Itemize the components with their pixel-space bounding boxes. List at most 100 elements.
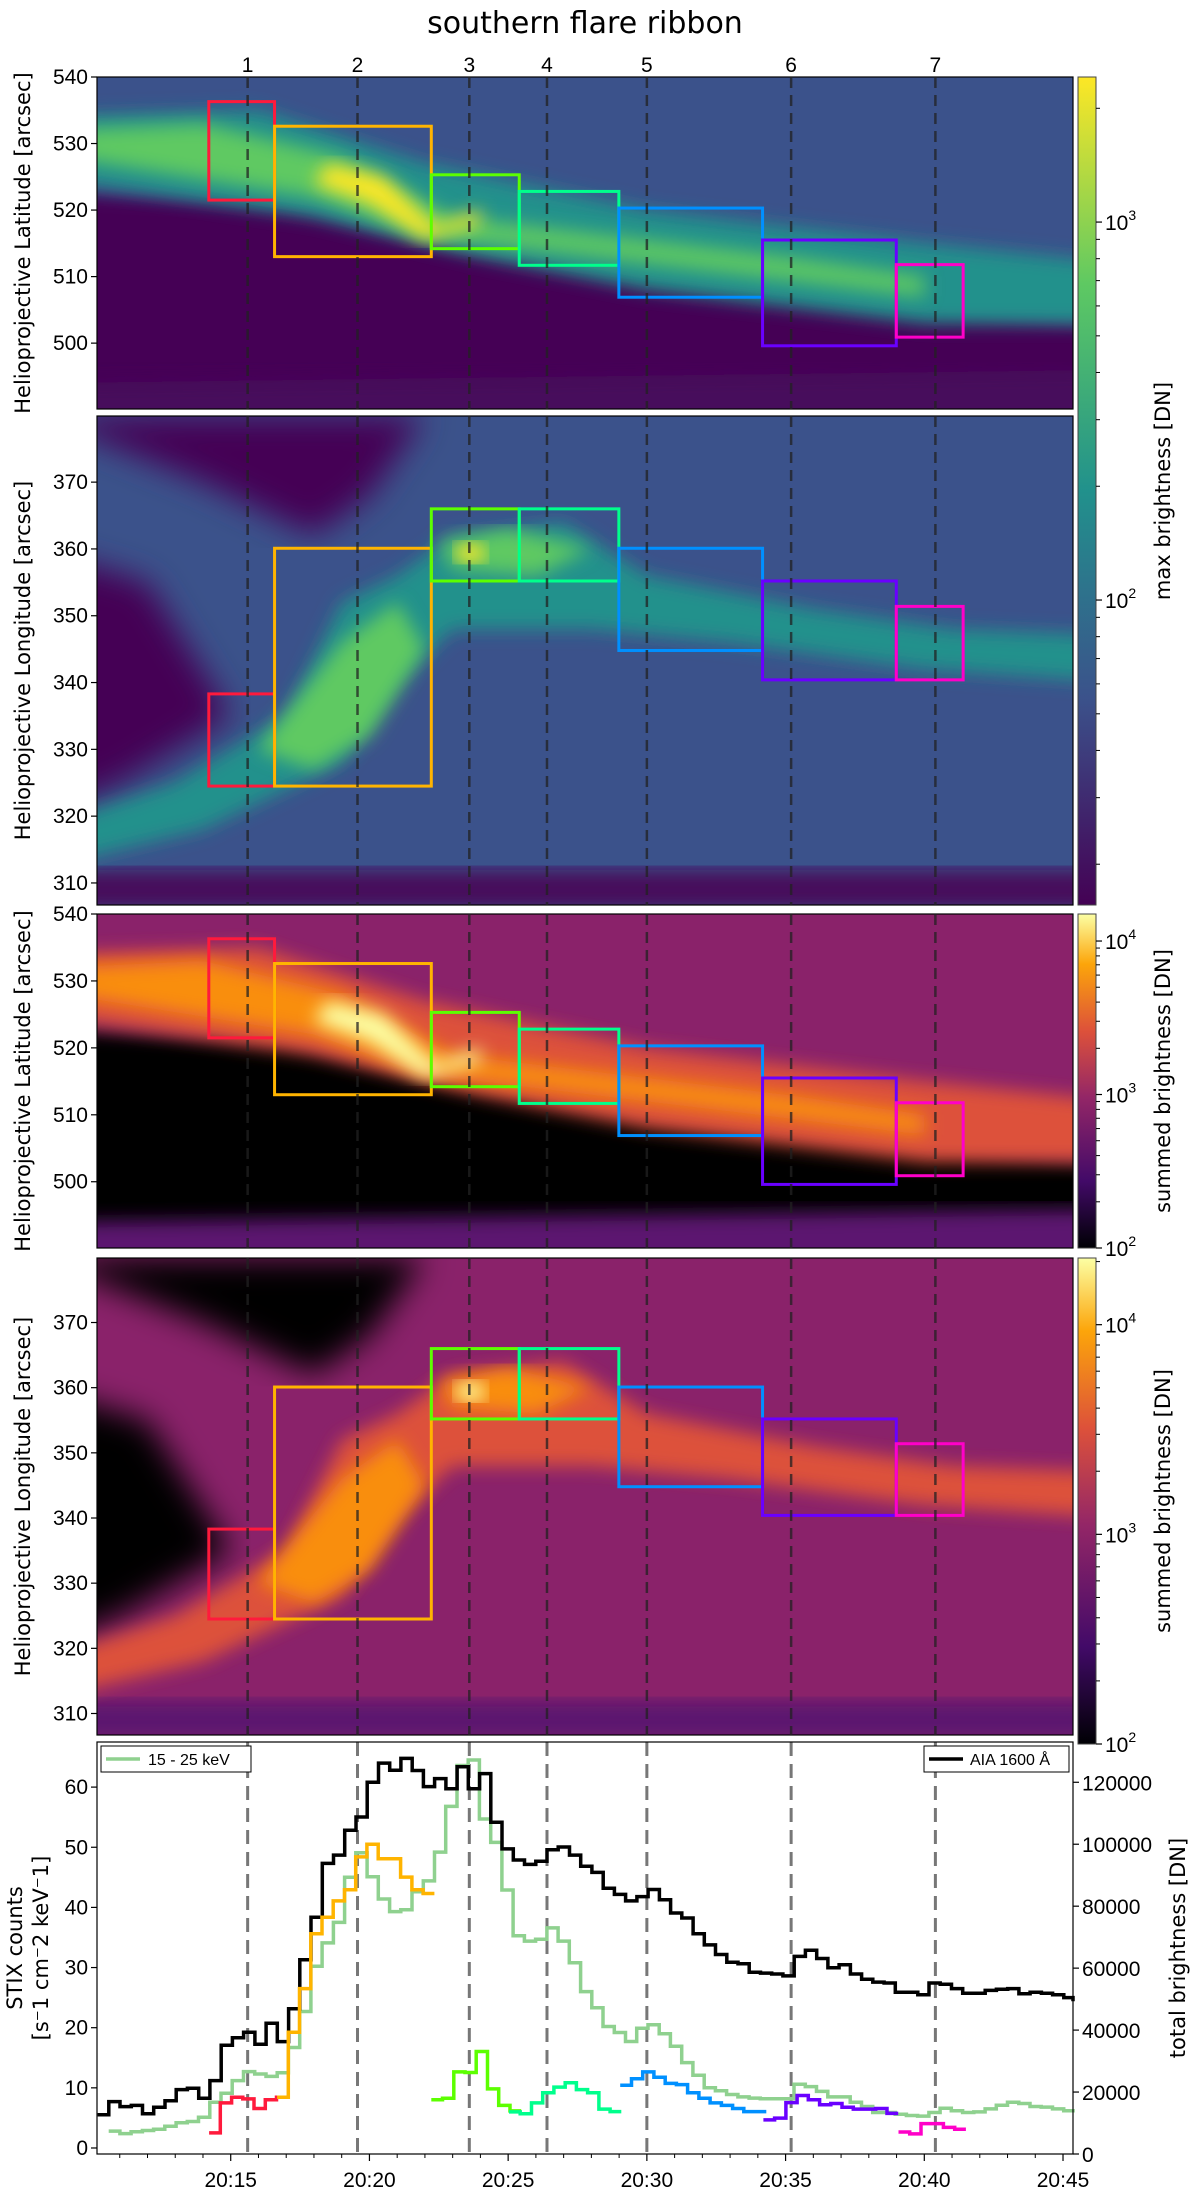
y-tick-label-right: 120000 (1082, 1772, 1152, 1795)
y-tick-label: 340 (53, 1507, 88, 1530)
y-axis-label: Helioprojective Latitude [arcsec] (11, 910, 35, 1251)
colorbar (1077, 76, 1097, 906)
y-tick-label: 310 (53, 1702, 88, 1725)
summed-latitude-image (97, 914, 1073, 1248)
legend-aia: AIA 1600 Å (923, 1745, 1070, 1773)
tick-exponent: 4 (1128, 926, 1136, 942)
marker-label-6: 6 (785, 54, 797, 77)
y-tick-label: 530 (53, 133, 88, 156)
image-dark-region (97, 1031, 1073, 1248)
image-dark-region (97, 416, 425, 536)
y-tick-label: 530 (53, 970, 88, 993)
marker-label-5: 5 (641, 54, 653, 77)
x-tick-label: 20:15 (204, 2169, 257, 2192)
region-box-2 (273, 1385, 433, 1621)
series-box-1 (209, 2095, 288, 2135)
ribbon-bright (97, 960, 925, 1135)
region-box-7 (894, 263, 965, 339)
ribbon-core (314, 1001, 481, 1078)
tick-exponent: 3 (1128, 1519, 1136, 1535)
x-tick-label: 20:30 (621, 2169, 674, 2192)
y-tick-label-left: 50 (65, 1836, 88, 1859)
ribbon-core (314, 163, 481, 240)
y-tick-label: 540 (53, 903, 88, 926)
tick-base: 10 (1105, 1238, 1128, 1261)
y-tick-label: 520 (53, 1037, 88, 1060)
tick-base: 10 (1105, 1085, 1128, 1108)
ribbon-band (97, 1361, 1073, 1687)
marker-label-3: 3 (463, 54, 475, 77)
image-dark-region (97, 869, 1073, 905)
tick-exponent: 4 (1128, 1310, 1136, 1326)
y-tick-label-left: 10 (65, 2077, 88, 2100)
figure-title: southern flare ribbon (427, 6, 743, 41)
tick-exponent: 3 (1128, 1080, 1136, 1096)
summed-longitude-image (97, 1258, 1073, 1735)
y-axis-label: Helioprojective Latitude [arcsec] (11, 72, 35, 413)
series-box-4 (509, 2081, 622, 2116)
ribbon-band (97, 522, 1073, 856)
y-tick-label-right: 80000 (1082, 1896, 1140, 1919)
y-tick-label-right: 60000 (1082, 1958, 1140, 1981)
image-dark-region (97, 567, 231, 792)
colorbar-tick-label: 102 (1105, 1729, 1136, 1757)
y-tick-label: 370 (53, 471, 88, 494)
x-tick-label: 20:20 (343, 2169, 396, 2192)
x-tick-label: 20:40 (898, 2169, 951, 2192)
colorbar-tick-label: 104 (1105, 926, 1136, 954)
colorbar-label: max brightness [DN] (1151, 382, 1175, 600)
marker-label-1: 1 (242, 54, 254, 77)
colorbar-tick-label: 103 (1105, 207, 1136, 235)
series-box-3 (431, 2049, 522, 2113)
colorbar (1077, 1257, 1097, 1745)
series-aia-1600 (97, 1756, 1075, 2117)
x-tick-label: 20:45 (1037, 2169, 1090, 2192)
y-tick-label-right: 100000 (1082, 1834, 1152, 1857)
colorbar-label: summed brightness [DN] (1151, 1369, 1175, 1633)
x-tick-label: 20:35 (759, 2169, 812, 2192)
axes-frame (96, 1257, 1074, 1736)
y-tick-label-right: 40000 (1082, 2020, 1140, 2043)
region-box-7 (894, 604, 965, 682)
tick-exponent: 2 (1128, 1233, 1136, 1249)
tick-exponent: 3 (1128, 207, 1136, 223)
axes-frame (96, 76, 1074, 410)
region-box-2 (273, 546, 433, 788)
y-tick-label: 350 (53, 605, 88, 628)
ribbon-bright (258, 602, 425, 770)
ribbon-bright (438, 1368, 592, 1414)
legend-label: AIA 1600 Å (970, 1750, 1050, 1769)
timeseries-background (97, 1742, 1073, 2154)
y-tick-label-left: 0 (76, 2137, 88, 2160)
y-axis-label-left-units: [s⁻1 cm⁻2 keV⁻1] (29, 1856, 53, 2041)
image-dark-region (97, 193, 1073, 409)
y-tick-label-left: 60 (65, 1776, 88, 1799)
ribbon-core (455, 542, 486, 563)
y-tick-label-right: 20000 (1082, 2082, 1140, 2105)
colorbar-tick-label: 103 (1105, 1080, 1136, 1108)
y-tick-label: 330 (53, 738, 88, 761)
y-axis-label-right: total brightness [DN] (1166, 1838, 1190, 2058)
ribbon-bright (258, 1439, 425, 1603)
marker-label-4: 4 (541, 54, 553, 77)
colorbar-tick-label: 102 (1105, 1233, 1136, 1261)
y-axis-label: Helioprojective Longitude [arcsec] (11, 1317, 35, 1676)
y-tick-label-left: 40 (65, 1896, 88, 1919)
ribbon-bright (438, 528, 592, 576)
region-box-4 (517, 507, 621, 583)
region-box-4 (517, 1347, 621, 1421)
series-15-25-kev (108, 1758, 1075, 2136)
colorbar (1077, 913, 1097, 1249)
image-dark-region (97, 1258, 425, 1375)
tick-base: 10 (1105, 212, 1128, 235)
y-tick-label: 360 (53, 538, 88, 561)
axes-frame (96, 415, 1074, 906)
y-axis-label: Helioprojective Longitude [arcsec] (11, 481, 35, 840)
tick-base: 10 (1105, 1734, 1128, 1757)
x-tick-label: 20:25 (482, 2169, 535, 2192)
y-tick-label: 350 (53, 1442, 88, 1465)
y-tick-label: 520 (53, 199, 88, 222)
image-dark-region (97, 1405, 231, 1625)
series-box-7 (898, 2121, 966, 2136)
